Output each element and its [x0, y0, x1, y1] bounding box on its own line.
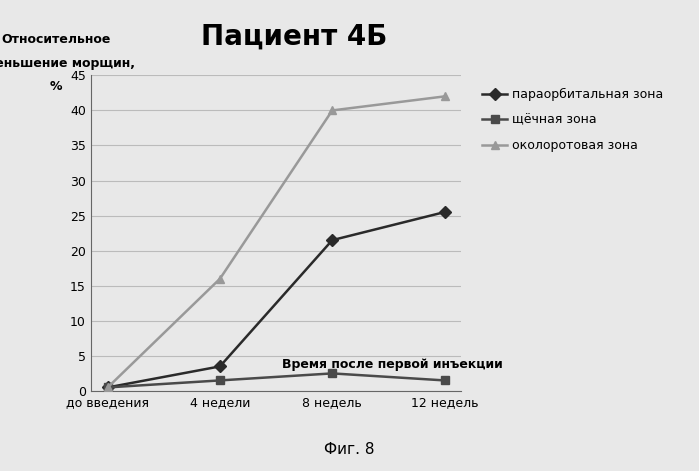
щёчная зона — [440, 378, 449, 383]
параорбитальная зона — [216, 364, 224, 369]
щёчная зона — [216, 378, 224, 383]
щёчная зона — [328, 371, 336, 376]
щёчная зона — [103, 385, 112, 390]
Line: щёчная зона: щёчная зона — [103, 369, 449, 391]
Text: Относительное: Относительное — [1, 33, 110, 46]
Text: %: % — [50, 80, 62, 93]
околоротовая зона — [440, 94, 449, 99]
Text: уменьшение морщин,: уменьшение морщин, — [0, 57, 135, 70]
параорбитальная зона — [440, 209, 449, 215]
Text: Пациент 4Б: Пациент 4Б — [201, 22, 388, 50]
Line: околоротовая зона: околоротовая зона — [103, 92, 449, 391]
параорбитальная зона — [103, 385, 112, 390]
Line: параорбитальная зона: параорбитальная зона — [103, 208, 449, 391]
параорбитальная зона — [328, 237, 336, 243]
Legend: параорбитальная зона, щёчная зона, околоротовая зона: параорбитальная зона, щёчная зона, около… — [482, 88, 663, 152]
околоротовая зона — [216, 276, 224, 282]
околоротовая зона — [328, 107, 336, 113]
Text: Время после первой инъекции: Время после первой инъекции — [282, 358, 503, 372]
Text: Фиг. 8: Фиг. 8 — [324, 442, 375, 457]
околоротовая зона — [103, 385, 112, 390]
